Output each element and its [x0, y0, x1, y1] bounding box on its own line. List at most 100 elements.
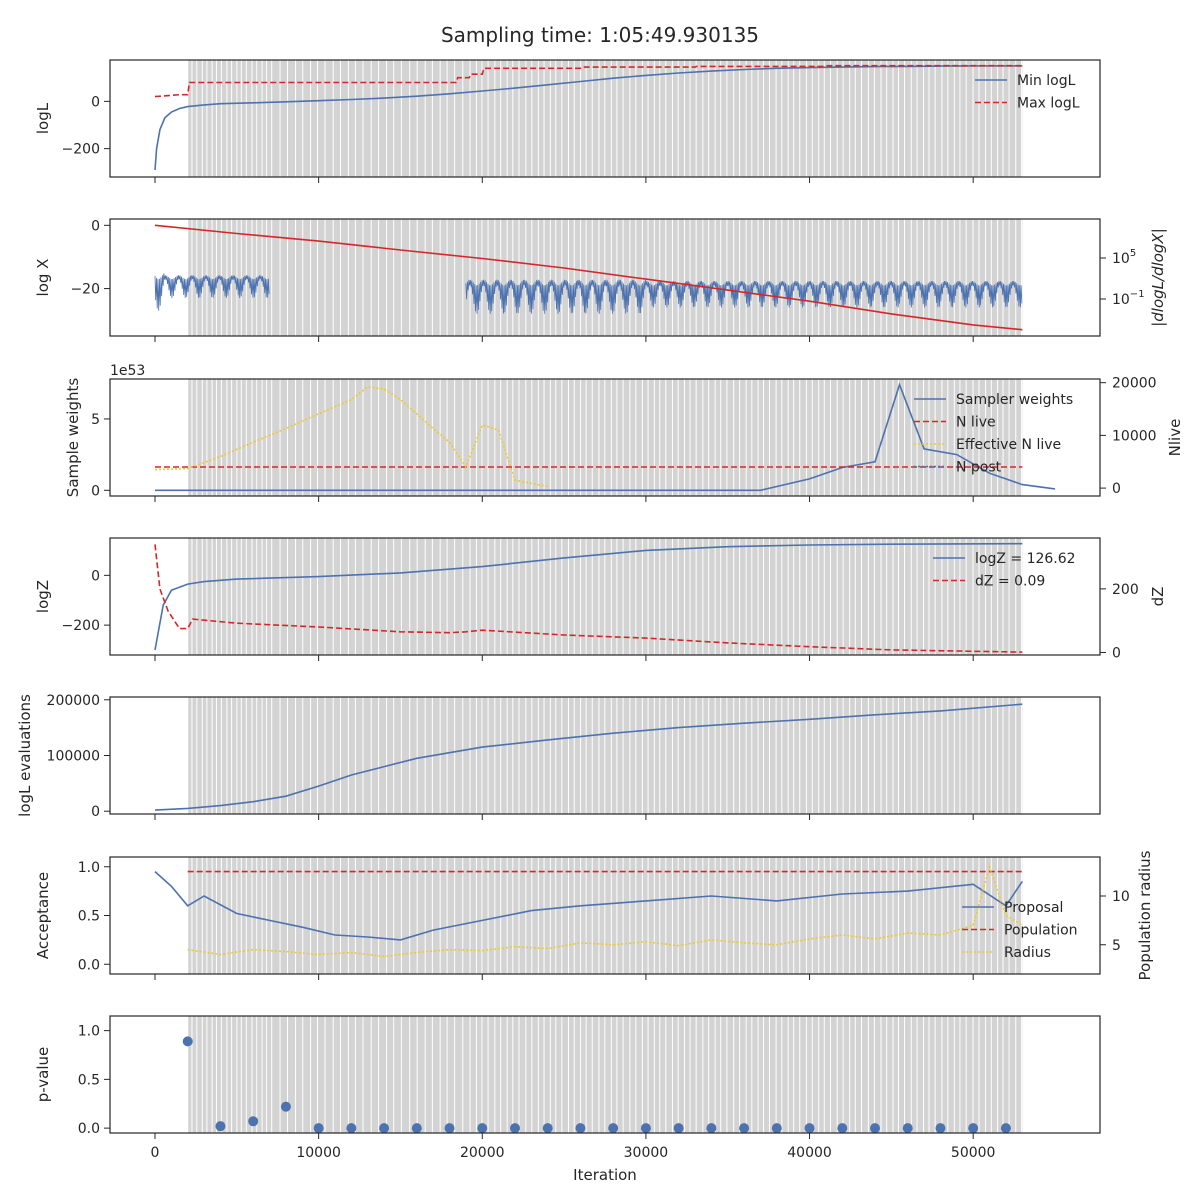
y2-axis-label: dZ	[1149, 587, 1167, 607]
scatter-point	[640, 1123, 651, 1133]
panel-4: −200 0 logZ 0 200 dZ logZ = 126.62 dZ = 0.09	[34, 537, 1167, 661]
y-tick-label: 0.0	[78, 1121, 100, 1137]
plot-area	[154, 64, 1023, 170]
y-axis-label: Acceptance	[34, 872, 52, 959]
plot-area	[154, 542, 1023, 653]
legend-label: N post	[956, 460, 1002, 476]
series-radius	[187, 864, 1023, 958]
plot-area	[154, 224, 1023, 331]
axes-frame	[109, 537, 1101, 656]
scatter-point	[935, 1123, 946, 1133]
rebuild-band	[187, 538, 1023, 655]
y-ticks: 0.0 0.5 1.0	[78, 860, 110, 973]
y-tick-label: −200	[62, 142, 100, 158]
rebuild-lines	[187, 1016, 1023, 1133]
y2-ticks: 5 10	[1100, 889, 1130, 954]
scatter-point	[280, 1101, 291, 1112]
y-tick-label: 0	[91, 483, 100, 499]
rebuild-lines	[187, 697, 1023, 814]
x-tick-label: 10000	[296, 1145, 341, 1161]
y2-tick-label: 0	[1112, 481, 1121, 497]
y-tick-label: 200000	[47, 693, 100, 709]
y-axis-label: p-value	[34, 1047, 52, 1103]
legend-label: Proposal	[1004, 900, 1063, 916]
scatter-point	[706, 1123, 717, 1133]
series-min-logl	[154, 65, 1023, 170]
y2-tick-label: 10000	[1112, 428, 1157, 444]
scatter-point	[968, 1123, 979, 1133]
y-axis-label: logZ	[34, 580, 52, 613]
panel-7: 0 10000 20000 30000 40000 50000 0.0 0.5 1.0 p-val…	[34, 1015, 1101, 1161]
plot-area	[182, 1036, 1011, 1133]
rebuild-band	[187, 857, 1023, 974]
x-ticks	[154, 655, 974, 661]
x-tick-label: 0	[151, 1145, 160, 1161]
scatter-point	[608, 1123, 619, 1133]
panel-6: 0.0 0.5 1.0 Acceptance 5 10 Population radius P…	[34, 850, 1154, 980]
rebuild-lines	[187, 219, 1023, 336]
y-tick-label: 0	[91, 568, 100, 584]
x-tick-label: 20000	[460, 1145, 505, 1161]
scatter-point	[477, 1123, 488, 1133]
series-logl-evaluations	[154, 703, 1023, 811]
series-sampler-weights	[155, 382, 1056, 492]
scatter-point	[804, 1123, 815, 1133]
y2-ticks: 0 10000 20000	[1100, 376, 1157, 497]
scatter-point	[771, 1123, 782, 1133]
scatter-point	[870, 1123, 880, 1133]
y-tick-label: 0	[91, 804, 100, 820]
legend-label: Max logL	[1017, 96, 1080, 112]
scatter-point	[902, 1123, 913, 1133]
legend-label: Population	[1004, 923, 1078, 939]
y-tick-label: 1.0	[78, 1024, 100, 1040]
scatter-point	[346, 1123, 357, 1133]
series-logz-126-62	[154, 542, 1023, 651]
legend: Proposal Population Radius	[962, 900, 1078, 961]
y-tick-label: 0.5	[78, 909, 100, 925]
y-tick-label: 5	[91, 412, 100, 428]
y2-axis-label: Population radius	[1136, 850, 1154, 980]
x-tick-label: 30000	[624, 1145, 669, 1161]
y-tick-label: 100000	[47, 749, 100, 765]
y-tick-label: 1.0	[78, 860, 100, 876]
y-ticks: 05	[91, 412, 110, 499]
y-tick-label: 0	[91, 218, 100, 234]
plot-area	[154, 864, 1023, 958]
y-ticks: −200 0	[62, 568, 110, 634]
y-tick-label: 0.5	[78, 1072, 100, 1088]
y-axis-label: logL	[34, 102, 52, 134]
y-tick-label: −200	[62, 618, 100, 634]
rebuild-band	[187, 1016, 1023, 1133]
y-axis-label: log X	[34, 259, 52, 297]
scatter-point	[411, 1123, 422, 1133]
panel-5: 0 100000 200000 logL evaluations	[16, 693, 1101, 820]
x-tick-label: 50000	[951, 1145, 996, 1161]
series-proposal	[154, 871, 1023, 941]
legend-label: Min logL	[1017, 73, 1076, 89]
y-tick-label: 0	[91, 94, 100, 110]
y2-axis-label: Nlive	[1166, 419, 1184, 457]
x-axis-label: Iteration	[573, 1166, 637, 1184]
panel-2: 0 −20 log X 105 10−1 |dlogL/dlogX|	[34, 218, 1167, 342]
y-axis-label: Sample weights	[64, 378, 82, 498]
scatter-point	[248, 1116, 259, 1127]
legend-label: Radius	[1004, 945, 1051, 961]
y2-axis-label: |dlogL/dlogX|	[1149, 228, 1167, 327]
scatter-point	[575, 1123, 586, 1133]
scatter-point	[444, 1123, 455, 1133]
x-ticks	[154, 336, 974, 342]
y-ticks: 0 −20	[70, 218, 110, 298]
rebuild-lines	[187, 857, 1023, 974]
axes-frame	[109, 59, 1101, 178]
series-p-value	[182, 1036, 1011, 1133]
y2-tick-label: 200	[1112, 582, 1139, 598]
y2-tick-label: 0	[1112, 645, 1121, 661]
y-ticks: 0 100000 200000	[47, 693, 110, 820]
legend: logZ = 126.62 dZ = 0.09	[933, 551, 1076, 590]
rebuild-band	[187, 219, 1023, 336]
rebuild-band	[187, 60, 1023, 177]
rebuild-band	[187, 379, 1023, 496]
plot-area	[154, 703, 1023, 811]
